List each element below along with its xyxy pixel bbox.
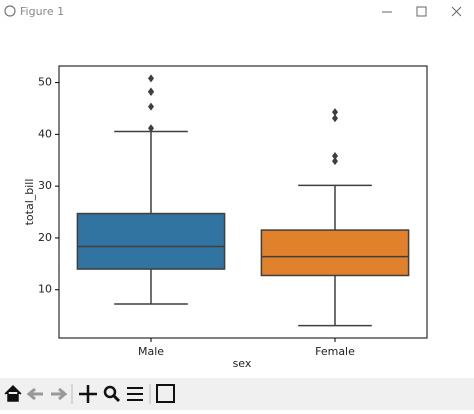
home-button[interactable] [4,384,22,402]
axes-frame [58,65,428,339]
y-tick-label: 10 [38,283,52,296]
flier [148,87,154,96]
close-button[interactable] [451,6,462,17]
y-tick-label: 50 [38,76,52,89]
window-title: Figure 1 [20,5,64,18]
flier [332,108,338,117]
flier [148,124,154,133]
maximize-button[interactable] [416,6,427,17]
x-axis-label: sex [233,357,252,370]
box [76,212,226,270]
flier [332,151,338,160]
app-icon [4,5,16,17]
flier [148,74,154,83]
flier [148,102,154,111]
forward-button[interactable] [51,387,68,401]
title-bar: Figure 1 [0,0,474,24]
y-axis-label: total_bill [23,179,36,226]
toolbar-bg [0,378,474,410]
box [260,229,410,277]
x-tick-label: Male [138,345,164,358]
plot: sex total_bill 10 20 30 40 50 Male Female [23,65,428,370]
back-button[interactable] [26,387,43,401]
flier [332,114,338,123]
pan-button[interactable] [79,385,97,403]
toolbar [0,378,474,410]
title-bar-bg [0,0,474,24]
y-tick-label: 20 [38,231,52,244]
y-tick-label: 30 [38,179,52,192]
zoom-button[interactable] [103,385,121,403]
configure-button[interactable] [127,387,143,401]
flier [332,157,338,166]
x-tick-label: Female [315,345,355,358]
save-button[interactable] [156,384,175,403]
y-tick-label: 40 [38,127,52,140]
